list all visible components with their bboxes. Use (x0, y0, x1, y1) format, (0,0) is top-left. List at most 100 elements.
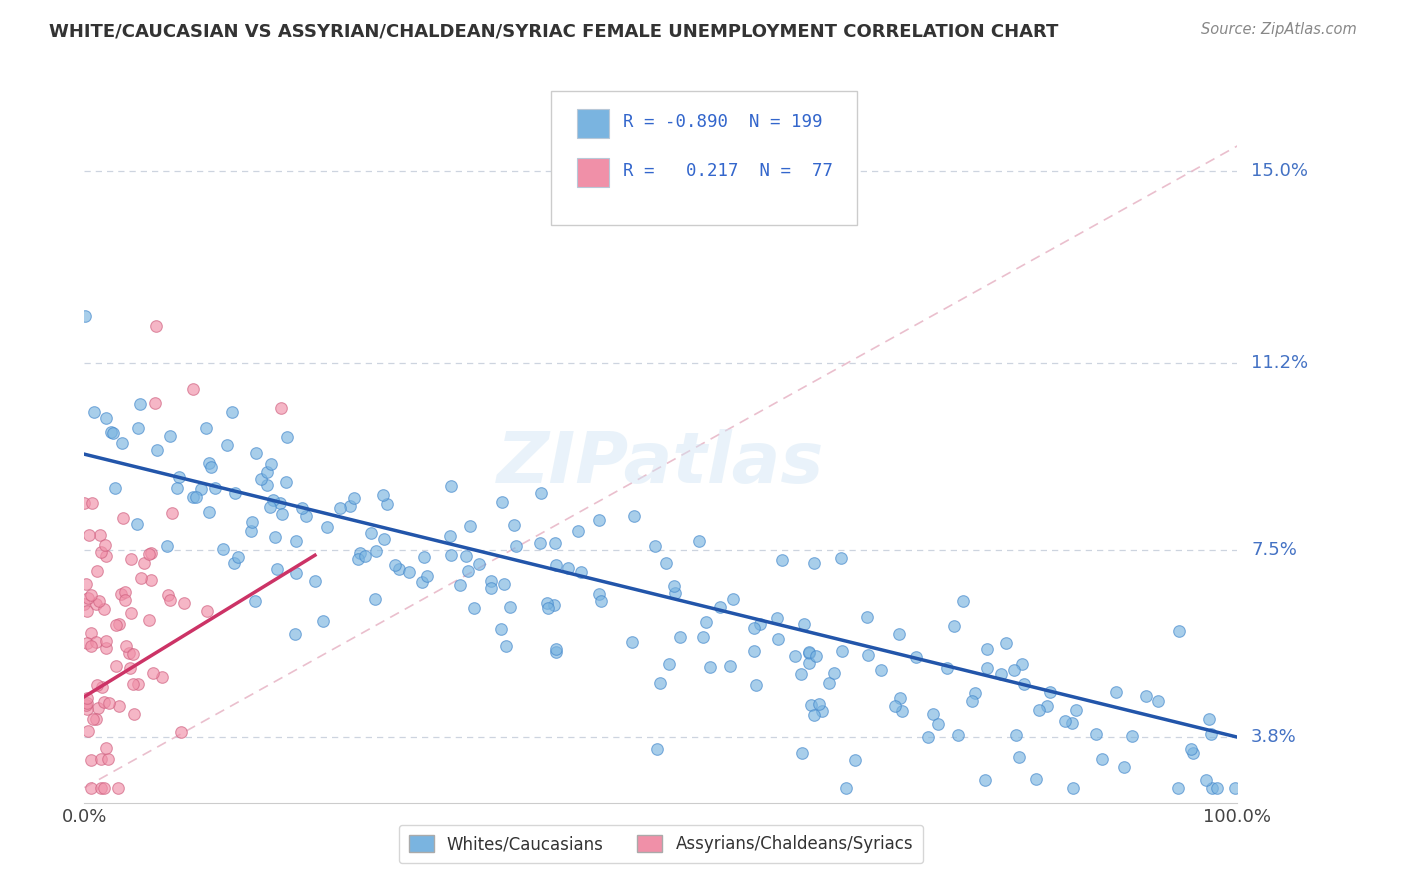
Point (662, 578, 685, 592)
Point (793, 616, 815, 631)
Point (1180, 742, 1202, 756)
Point (363, 592, 385, 607)
Point (103, 426, 125, 441)
Point (195, 603, 218, 617)
Point (215, 438, 238, 452)
Point (960, 694, 983, 708)
Point (86, 565, 108, 579)
Point (1205, 780, 1227, 795)
Point (479, 574, 502, 588)
Point (143, 396, 166, 410)
Text: 7.5%: 7.5% (1251, 541, 1298, 559)
Point (73, 597, 96, 611)
Point (546, 642, 568, 657)
Point (139, 573, 162, 587)
Point (294, 509, 316, 524)
Point (76, 591, 98, 605)
Point (388, 562, 411, 576)
Point (87, 701, 110, 715)
Point (121, 647, 143, 661)
Point (349, 546, 371, 560)
Point (90, 780, 112, 795)
Point (181, 383, 204, 397)
Point (1121, 729, 1143, 743)
Point (454, 549, 477, 564)
Point (198, 505, 221, 519)
Point (1112, 759, 1135, 773)
Point (799, 645, 821, 659)
Point (224, 486, 246, 500)
Point (100, 425, 122, 440)
Point (544, 645, 567, 659)
Point (823, 666, 845, 681)
Point (93, 601, 115, 615)
Legend: Whites/Caucasians, Assyrians/Chaldeans/Syriacs: Whites/Caucasians, Assyrians/Chaldeans/S… (398, 825, 924, 863)
Point (1012, 677, 1035, 691)
Point (835, 780, 858, 795)
Point (688, 534, 710, 549)
Point (128, 397, 150, 411)
Point (274, 475, 297, 489)
Point (86, 677, 108, 691)
Point (1195, 772, 1218, 787)
Point (93, 695, 115, 709)
Point (114, 593, 136, 607)
Point (742, 644, 765, 658)
Point (262, 492, 284, 507)
Point (170, 725, 193, 739)
Point (543, 536, 565, 550)
Point (181, 491, 204, 505)
Point (1025, 772, 1047, 786)
Point (139, 546, 162, 560)
Point (96, 633, 118, 648)
Point (1008, 750, 1031, 764)
Point (200, 460, 222, 475)
Point (80, 639, 103, 653)
Point (1028, 703, 1050, 717)
Point (922, 707, 945, 722)
Point (415, 569, 437, 583)
Point (173, 596, 195, 610)
Point (1036, 698, 1059, 713)
Point (856, 648, 879, 663)
Point (93, 780, 115, 795)
Point (935, 660, 957, 674)
Point (499, 600, 522, 615)
Point (127, 421, 149, 435)
Point (127, 676, 149, 690)
Point (366, 544, 388, 558)
Point (204, 481, 226, 495)
Point (264, 530, 287, 544)
Point (80, 588, 103, 602)
Point (122, 707, 145, 722)
Point (1167, 624, 1189, 638)
Point (557, 561, 579, 575)
Point (963, 686, 986, 700)
Point (494, 577, 516, 591)
Point (304, 574, 326, 588)
Point (190, 483, 212, 497)
Point (870, 663, 893, 677)
Point (221, 405, 243, 419)
Point (118, 646, 141, 660)
Point (458, 518, 481, 533)
Point (82, 496, 104, 510)
Point (591, 594, 613, 608)
Point (110, 587, 132, 601)
Point (160, 506, 183, 520)
Point (789, 667, 811, 681)
Point (243, 594, 266, 608)
Point (194, 420, 217, 434)
Point (96, 740, 118, 755)
Point (115, 640, 138, 654)
Point (98, 696, 121, 710)
Point (658, 657, 681, 671)
Point (766, 611, 789, 625)
Point (799, 656, 821, 670)
Point (291, 501, 314, 516)
Point (75, 576, 97, 591)
Point (718, 658, 741, 673)
Point (669, 630, 692, 644)
Point (457, 564, 479, 578)
Point (946, 728, 969, 742)
